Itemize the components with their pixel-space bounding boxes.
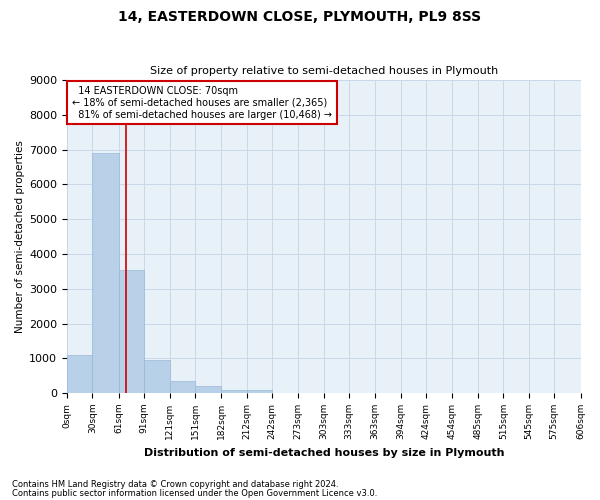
Title: Size of property relative to semi-detached houses in Plymouth: Size of property relative to semi-detach… [149,66,498,76]
Bar [221,390,247,393]
Text: 14 EASTERDOWN CLOSE: 70sqm
← 18% of semi-detached houses are smaller (2,365)
  8: 14 EASTERDOWN CLOSE: 70sqm ← 18% of semi… [72,86,332,120]
X-axis label: Distribution of semi-detached houses by size in Plymouth: Distribution of semi-detached houses by … [143,448,504,458]
Text: Contains public sector information licensed under the Open Government Licence v3: Contains public sector information licen… [12,488,377,498]
Bar [119,270,144,393]
Y-axis label: Number of semi-detached properties: Number of semi-detached properties [15,140,25,333]
Bar [67,355,92,393]
Text: Contains HM Land Registry data © Crown copyright and database right 2024.: Contains HM Land Registry data © Crown c… [12,480,338,489]
Bar [144,360,170,393]
Bar [247,390,272,393]
Text: 14, EASTERDOWN CLOSE, PLYMOUTH, PL9 8SS: 14, EASTERDOWN CLOSE, PLYMOUTH, PL9 8SS [118,10,482,24]
Bar [92,153,119,393]
Bar [195,386,221,393]
Bar [170,381,195,393]
